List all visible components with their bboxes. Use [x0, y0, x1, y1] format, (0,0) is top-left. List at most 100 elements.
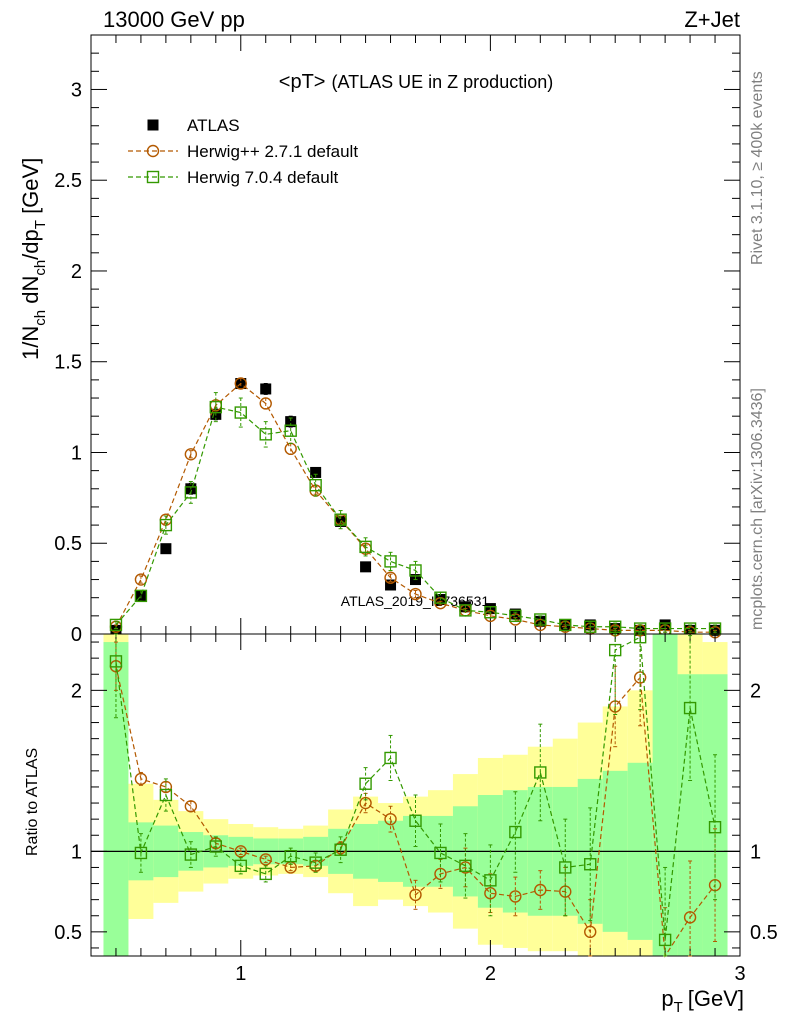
data-point — [559, 618, 572, 632]
ratio-y-axis-label: Ratio to ATLAS — [24, 748, 41, 856]
x-tick-label: 1 — [235, 963, 246, 985]
legend-marker — [147, 119, 159, 131]
data-point — [284, 424, 297, 437]
data-point — [484, 606, 497, 619]
legend-label: Herwig 7.0.4 default — [187, 168, 338, 187]
ratio-y-tick-label: 1 — [71, 841, 82, 863]
data-point — [209, 400, 223, 414]
mcplots-label: mcplots.cern.ch [arXiv:1306.3436] — [749, 388, 766, 630]
series-line — [115, 406, 716, 630]
data-point — [608, 620, 622, 633]
ratio-point — [359, 796, 372, 810]
ylabel-part-0: 1/N — [18, 326, 43, 360]
legend-item: Herwig++ 2.7.1 default — [128, 142, 358, 161]
data-point — [109, 618, 123, 632]
ratio-point — [234, 845, 247, 858]
ratio-point — [459, 859, 472, 873]
y-tick-label: 2.5 — [54, 170, 82, 192]
ratio-point — [134, 772, 148, 786]
xlabel-unit: [GeV] — [688, 986, 744, 1011]
xlabel-sub: T — [674, 999, 683, 1016]
data-point — [360, 561, 372, 573]
data-point — [260, 383, 272, 395]
x-tick-label: 3 — [734, 963, 745, 985]
ylabel-part-4: /dp — [18, 229, 43, 260]
data-point — [359, 540, 372, 554]
main-title: <pT> (ATLAS UE in Z production) — [279, 71, 553, 93]
ratio-point — [509, 825, 522, 839]
data-point — [534, 613, 547, 626]
ylabel-part-1: ch — [32, 310, 49, 326]
data-point — [434, 591, 447, 604]
ratio-y-tick-label: 2 — [71, 680, 82, 702]
data-point — [234, 377, 247, 390]
ylabel-part-5: T — [32, 220, 49, 229]
legend-item: Herwig 7.0.4 default — [128, 168, 338, 187]
analysis-watermark: ATLAS_2019_I1736531 — [341, 593, 490, 609]
data-point — [184, 486, 198, 499]
ratio-point — [159, 788, 173, 802]
ratio-point — [409, 814, 422, 827]
ratio-y-tick-label-right: 1 — [750, 841, 761, 863]
data-point — [509, 609, 522, 623]
data-point — [134, 589, 148, 603]
ratio-panel: 1 2 30.5 0.51 12 2 — [54, 631, 778, 985]
ratio-point — [434, 846, 447, 860]
header-right: Z+Jet — [684, 7, 740, 32]
data-point — [285, 416, 297, 428]
ratio-point — [109, 655, 123, 668]
ratio-point — [559, 861, 572, 874]
data-point — [259, 397, 272, 410]
ratio-point — [209, 840, 223, 853]
ylabel-part-2: dN — [18, 276, 43, 310]
ratio-point — [184, 848, 198, 861]
data-point — [160, 543, 172, 555]
header-left: 13000 GeV pp — [103, 7, 245, 32]
ratio-y-tick-label-right: 0.5 — [750, 922, 778, 944]
ratio-point — [259, 867, 272, 881]
legend-label: ATLAS — [187, 116, 240, 135]
data-point — [409, 587, 422, 601]
data-point — [159, 518, 173, 532]
ylabel-part-6: [GeV] — [18, 158, 43, 220]
ratio-point — [384, 751, 397, 765]
y-tick-label: 1 — [71, 442, 82, 464]
ratio-point — [584, 858, 597, 871]
ratio-point — [234, 859, 247, 873]
green-band-bin — [652, 634, 678, 956]
ratio-point — [359, 777, 372, 790]
ratio-point — [334, 843, 347, 856]
data-point — [384, 555, 397, 568]
ratio-point — [608, 643, 622, 657]
ratio-point — [683, 911, 697, 924]
y-tick-label: 2 — [71, 261, 82, 283]
ratio-point — [134, 846, 148, 860]
data-point — [309, 478, 322, 492]
x-axis-label: pT [GeV] — [661, 986, 744, 1016]
ratio-point — [484, 874, 497, 887]
main-y-axis-label: 1/Nch dNch/dpT [GeV] — [18, 158, 49, 360]
ratio-point — [509, 890, 522, 903]
ratio-point — [409, 888, 422, 902]
ratio-point — [584, 925, 597, 939]
series-herwig-2-7-1-default — [109, 377, 722, 639]
ratio-point — [633, 631, 647, 644]
data-point — [384, 571, 397, 584]
main-panel: 0 0.5 1 1.5 2 2.5 3 ATLAS_2019_I1736531 — [54, 34, 741, 646]
xlabel-main: p — [661, 986, 673, 1011]
data-point — [284, 442, 297, 456]
ratio-point — [708, 821, 722, 834]
y-tick-label: 0 — [71, 624, 82, 646]
legend-item: ATLAS — [147, 116, 240, 135]
ratio-point — [259, 853, 272, 866]
ratio-point — [683, 701, 697, 715]
main-title-sub: (ATLAS UE in Z production) — [331, 72, 553, 92]
ratio-point — [534, 766, 547, 779]
legend: ATLAS Herwig++ 2.7.1 default Herwig 7.0.4 … — [128, 116, 358, 187]
ratio-point — [284, 849, 297, 863]
x-tick-label: 2 — [485, 963, 496, 985]
data-point — [409, 564, 422, 577]
data-point — [134, 573, 148, 586]
series-herwig-7-0-4-default — [109, 392, 722, 635]
